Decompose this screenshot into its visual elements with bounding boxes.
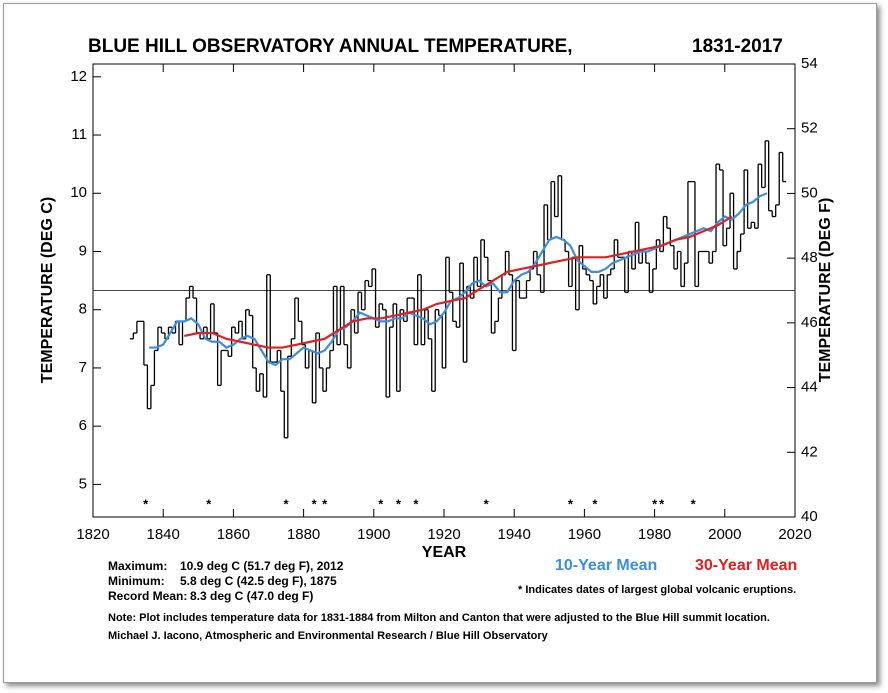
eruption-marker: * <box>484 496 490 511</box>
eruption-marker: * <box>652 496 658 511</box>
x-tick-label: 1980 <box>638 526 671 543</box>
y2-tick-label: 50 <box>801 184 818 201</box>
note: Note: Plot includes temperature data for… <box>108 612 770 624</box>
x-tick-label: 2020 <box>778 526 811 543</box>
mean-line <box>149 192 768 367</box>
x-tick-label: 1820 <box>76 526 109 543</box>
eruption-marker: * <box>143 496 149 511</box>
y2-tick-label: 44 <box>801 379 818 396</box>
x-tick-label: 1960 <box>568 526 601 543</box>
x-tick-label: 1840 <box>147 526 180 543</box>
y2-tick-label: 48 <box>801 249 818 266</box>
stat-label: Minimum: <box>108 574 165 588</box>
legend-label: 10-Year Mean <box>555 557 657 574</box>
x-axis-label: YEAR <box>422 544 467 561</box>
x-tick-label: 1900 <box>357 526 390 543</box>
stat-label: Maximum: <box>108 559 167 573</box>
y2-tick-label: 40 <box>801 508 818 525</box>
eruption-note: * Indicates dates of largest global volc… <box>518 584 796 596</box>
eruption-marker: * <box>592 496 598 511</box>
x-tick-label: 1940 <box>498 526 531 543</box>
mean-line <box>184 215 733 349</box>
y-tick-label: 7 <box>79 359 87 376</box>
y-tick-label: 12 <box>70 68 87 85</box>
x-tick-label: 2000 <box>708 526 741 543</box>
x-tick-label: 1920 <box>427 526 460 543</box>
eruption-marker: * <box>284 496 290 511</box>
chart-title: BLUE HILL OBSERVATORY ANNUAL TEMPERATURE… <box>88 36 573 57</box>
eruption-marker: * <box>312 496 318 511</box>
eruption-marker: * <box>206 496 212 511</box>
y-axis-label: TEMPERATURE (DEG C) <box>39 197 56 383</box>
x-tick-label: 1880 <box>287 526 320 543</box>
y2-axis-label: TEMPERATURE (DEG F) <box>817 198 834 383</box>
frame <box>3 3 877 683</box>
y-tick-label: 11 <box>71 126 87 143</box>
y2-tick-label: 46 <box>801 314 818 331</box>
credit: Michael J. Iacono, Atmospheric and Envir… <box>108 630 549 642</box>
stat-value: 10.9 deg C (51.7 deg F), 2012 <box>180 559 344 573</box>
eruption-marker: * <box>396 496 402 511</box>
y-tick-label: 5 <box>79 475 87 492</box>
stat-value: 8.3 deg C (47.0 deg F) <box>190 589 313 603</box>
eruption-marker: * <box>413 496 419 511</box>
y2-tick-label: 42 <box>801 443 818 460</box>
eruption-marker: * <box>568 496 574 511</box>
y2-tick-label: 52 <box>801 120 818 137</box>
y-tick-label: 10 <box>70 184 87 201</box>
y-tick-label: 8 <box>79 301 87 318</box>
stat-label: Record Mean: <box>108 589 187 603</box>
eruption-marker: * <box>378 496 384 511</box>
stat-value: 5.8 deg C (42.5 deg F), 1875 <box>180 574 337 588</box>
y-tick-label: 6 <box>79 417 87 434</box>
eruption-marker: * <box>691 496 697 511</box>
eruption-marker: * <box>659 496 665 511</box>
legend-label: 30-Year Mean <box>695 557 797 574</box>
eruption-marker: * <box>322 496 328 511</box>
y-tick-label: 9 <box>79 242 87 259</box>
y2-tick-label: 54 <box>801 55 818 72</box>
x-tick-label: 1860 <box>217 526 250 543</box>
chart-title-years: 1831-2017 <box>692 36 783 57</box>
